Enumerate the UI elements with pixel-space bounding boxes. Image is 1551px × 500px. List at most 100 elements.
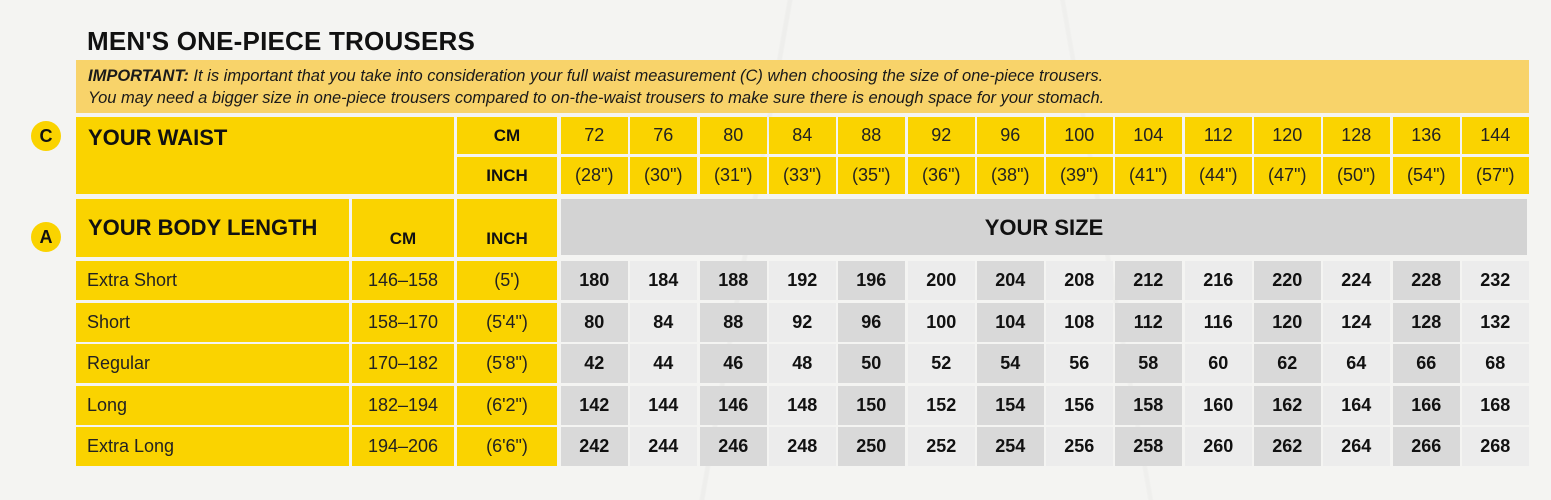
- size-cell: 148: [769, 386, 836, 425]
- waist-cm-cell: 76: [630, 117, 697, 154]
- size-value: 254: [995, 435, 1026, 456]
- size-cell: 58: [1115, 344, 1182, 383]
- body-cm-header: CM: [352, 199, 454, 257]
- size-cell: 56: [1046, 344, 1113, 383]
- size-value: 264: [1341, 435, 1372, 456]
- size-cell: 62: [1254, 344, 1321, 383]
- row-inch-cell: (5'4"): [457, 303, 557, 342]
- size-cell: 100: [908, 303, 975, 342]
- size-value: 42: [584, 352, 605, 373]
- size-cell: 204: [977, 261, 1044, 300]
- size-value: 212: [1133, 269, 1164, 290]
- waist-cm-value: 80: [723, 125, 744, 145]
- size-value: 192: [787, 269, 818, 290]
- size-value: 166: [1411, 394, 1442, 415]
- size-cell: 124: [1323, 303, 1390, 342]
- waist-cm-cell: 144: [1462, 117, 1529, 154]
- waist-inch-cell: (44"): [1185, 157, 1252, 194]
- waist-inch-value: (31"): [714, 165, 753, 185]
- important-label: IMPORTANT:: [88, 67, 189, 85]
- row-cm-value: 158–170: [367, 311, 439, 332]
- size-cell: 244: [630, 427, 697, 466]
- size-value: 144: [648, 394, 679, 415]
- size-cell: 54: [977, 344, 1044, 383]
- size-value: 158: [1133, 394, 1164, 415]
- size-cell: 248: [769, 427, 836, 466]
- badge-c: C: [31, 121, 61, 151]
- size-value: 256: [1064, 435, 1095, 456]
- waist-cm-cell: 80: [700, 117, 767, 154]
- size-value: 164: [1341, 394, 1372, 415]
- size-value: 68: [1485, 352, 1506, 373]
- size-cell: 156: [1046, 386, 1113, 425]
- waist-inch-value: (39"): [1060, 165, 1099, 185]
- size-value: 142: [579, 394, 610, 415]
- row-inch-value: (5'4"): [486, 311, 528, 332]
- waist-inch-value: (54"): [1407, 165, 1446, 185]
- size-cell: 66: [1393, 344, 1460, 383]
- size-value: 204: [995, 269, 1026, 290]
- size-cell: 48: [769, 344, 836, 383]
- size-value: 154: [995, 394, 1026, 415]
- size-cell: 166: [1393, 386, 1460, 425]
- waist-cm-value: 120: [1272, 125, 1303, 145]
- waist-cm-value: 72: [584, 125, 605, 145]
- size-cell: 44: [630, 344, 697, 383]
- row-inch-cell: (5'8"): [457, 344, 557, 383]
- size-value: 66: [1416, 352, 1437, 373]
- size-value: 228: [1411, 269, 1442, 290]
- note-line-2: You may need a bigger size in one-piece …: [88, 89, 1105, 107]
- row-name: Regular: [87, 352, 151, 373]
- size-value: 60: [1208, 352, 1229, 373]
- size-value: 196: [856, 269, 887, 290]
- size-value: 84: [653, 311, 674, 332]
- size-value: 180: [579, 269, 610, 290]
- size-value: 168: [1480, 394, 1511, 415]
- size-value: 100: [926, 311, 957, 332]
- size-value: 268: [1480, 435, 1511, 456]
- waist-cm-value: 104: [1133, 125, 1164, 145]
- waist-cm-value: 88: [861, 125, 882, 145]
- size-cell: 150: [838, 386, 905, 425]
- size-cell: 108: [1046, 303, 1113, 342]
- size-value: 128: [1411, 311, 1442, 332]
- size-value: 200: [926, 269, 957, 290]
- waist-cm-value: 76: [653, 125, 674, 145]
- waist-inch-cell: (50"): [1323, 157, 1390, 194]
- size-value: 250: [856, 435, 887, 456]
- size-value: 252: [926, 435, 957, 456]
- size-cell: 60: [1185, 344, 1252, 383]
- size-value: 244: [648, 435, 679, 456]
- size-value: 188: [718, 269, 749, 290]
- important-note: IMPORTANT: It is important that you take…: [76, 60, 1529, 113]
- size-value: 258: [1133, 435, 1164, 456]
- waist-cm-header: CM: [457, 117, 557, 154]
- size-value: 108: [1064, 311, 1095, 332]
- size-value: 52: [931, 352, 952, 373]
- size-value: 58: [1138, 352, 1159, 373]
- size-cell: 50: [838, 344, 905, 383]
- row-cm-value: 146–158: [367, 269, 439, 290]
- size-value: 88: [723, 311, 744, 332]
- row-cm-cell: 194–206: [352, 427, 454, 466]
- size-value: 208: [1064, 269, 1095, 290]
- waist-inch-cell: (54"): [1393, 157, 1460, 194]
- note-line-1: It is important that you take into consi…: [188, 67, 1104, 85]
- size-cell: 180: [561, 261, 628, 300]
- size-value: 104: [995, 311, 1026, 332]
- size-value: 242: [579, 435, 610, 456]
- waist-inch-cell: (35"): [838, 157, 905, 194]
- body-inch-label: INCH: [486, 229, 528, 248]
- badge-a: A: [31, 222, 61, 252]
- size-cell: 264: [1323, 427, 1390, 466]
- size-cell: 250: [838, 427, 905, 466]
- waist-cm-value: 128: [1341, 125, 1372, 145]
- waist-label-cell: YOUR WAIST: [76, 117, 454, 194]
- size-cell: 164: [1323, 386, 1390, 425]
- size-value: 150: [856, 394, 887, 415]
- size-cell: 64: [1323, 344, 1390, 383]
- waist-inch-cell: (39"): [1046, 157, 1113, 194]
- waist-label: YOUR WAIST: [88, 125, 228, 150]
- waist-inch-label: INCH: [486, 165, 528, 185]
- waist-inch-cell: (31"): [700, 157, 767, 194]
